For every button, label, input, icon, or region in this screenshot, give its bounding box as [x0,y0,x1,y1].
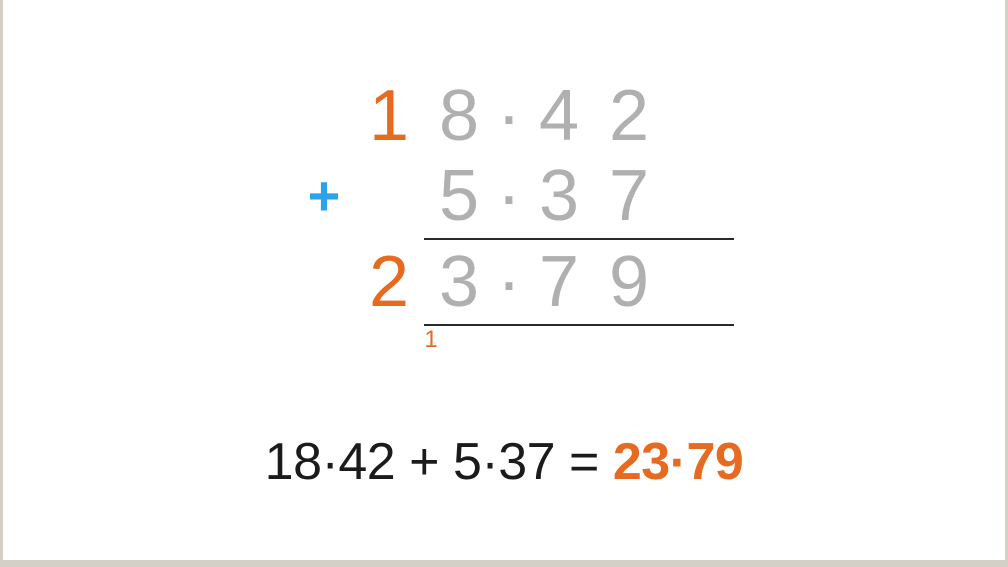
decimal-point: · [497,246,521,318]
digit-tenths: 7 [539,246,579,318]
digit-hundredths: 9 [609,246,649,318]
carry-ones: 1 [424,326,437,354]
eq-op: + [409,433,439,491]
digit-tenths: 3 [539,160,579,232]
plus-operator: + [308,168,341,224]
digit-hundredths: 7 [609,160,649,232]
digit-tens: 2 [369,246,409,318]
eq-ans-int: 23 [613,433,670,491]
digit-tens: 1 [369,80,409,152]
digit-tenths: 4 [539,80,579,152]
digit-hundredths: 2 [609,80,649,152]
decimal-point: · [497,80,521,152]
equation: 18·42 + 5·37 = 23·79 [265,432,744,492]
eq-equals: = [569,433,599,491]
digit-ones: 5 [439,160,479,232]
result-row: 2 3 · 7 9 [294,246,714,318]
addend-row-2: + 5 · 3 7 [294,160,714,232]
digit-ones: 8 [439,80,479,152]
digit-ones: 3 [439,246,479,318]
eq-ans-dec: 79 [687,433,744,491]
eq-b-int: 5 [453,433,481,491]
page: 1 8 · 4 2 + 5 · 3 7 2 3 · 7 9 [3,0,1005,560]
column-addition: 1 8 · 4 2 + 5 · 3 7 2 3 · 7 9 [294,80,714,352]
carry-row: 1 [294,326,714,352]
decimal-point: · [497,160,521,232]
eq-a-dec: 42 [338,433,395,491]
eq-b-dec: 37 [498,433,555,491]
addend-row-1: 1 8 · 4 2 [294,80,714,152]
eq-a-int: 18 [265,433,322,491]
